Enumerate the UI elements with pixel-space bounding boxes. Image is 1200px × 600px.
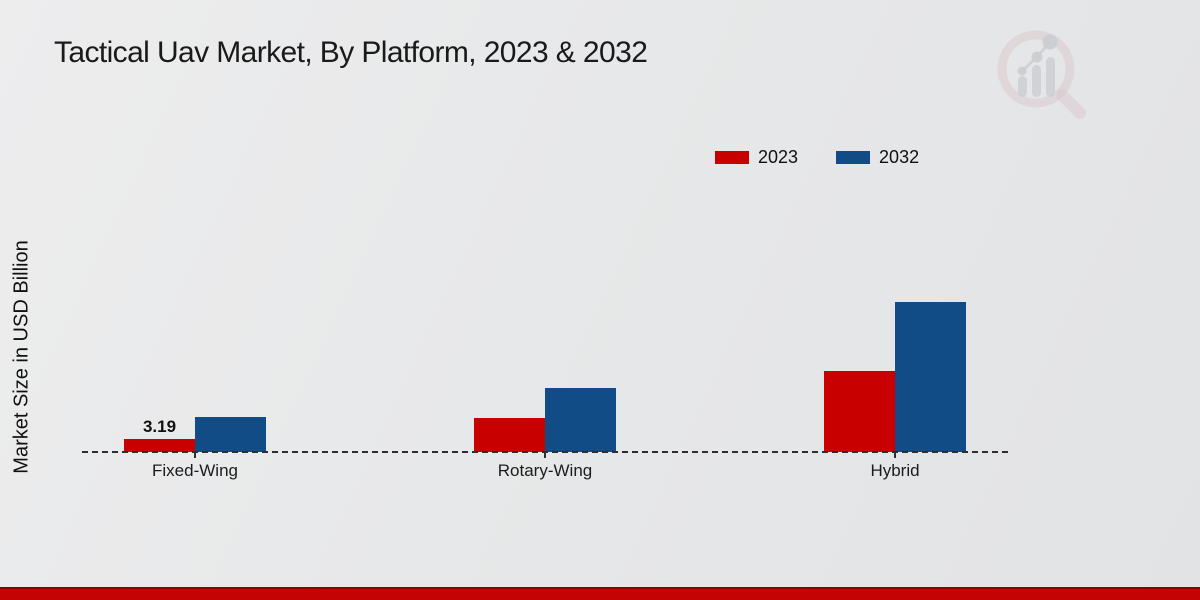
bar-2032-rotary-wing (545, 388, 616, 452)
legend-item-2032: 2032 (836, 147, 919, 168)
magnifier-bar-chart-logo (992, 24, 1096, 120)
x-category-label-fixed-wing: Fixed-Wing (152, 461, 238, 480)
bar-2023-fixed-wing (124, 439, 195, 452)
bar-2032-hybrid (895, 302, 966, 452)
y-axis-label: Market Size in USD Billion (10, 240, 33, 474)
footer-accent-bar (0, 587, 1200, 600)
x-tick-fixed-wing (194, 452, 196, 458)
bar-2023-rotary-wing (474, 418, 545, 452)
legend-label-2032: 2032 (879, 147, 920, 167)
bar-2023-hybrid (824, 371, 895, 452)
bar-2032-fixed-wing (195, 417, 266, 452)
x-tick-hybrid (894, 452, 896, 458)
x-category-label-hybrid: Hybrid (870, 461, 920, 480)
legend-swatch-2023 (715, 151, 749, 164)
x-tick-rotary-wing (544, 452, 546, 458)
legend: 2023 2032 (715, 147, 919, 168)
legend-label-2023: 2023 (758, 147, 799, 167)
plot-area: 3.19 Fixed-Wing Rotary-Wing Hybrid (82, 242, 1008, 480)
legend-item-2023: 2023 (715, 147, 798, 168)
x-category-label-rotary-wing: Rotary-Wing (497, 461, 593, 480)
chart-title: Tactical Uav Market, By Platform, 2023 &… (54, 36, 648, 69)
bar-value-label-2023-fixed-wing: 3.19 (142, 417, 177, 436)
legend-swatch-2032 (836, 151, 871, 164)
